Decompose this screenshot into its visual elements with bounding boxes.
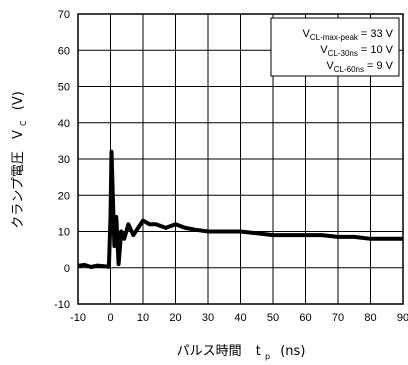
x-tick-label: 60 [299, 312, 311, 324]
y-tick-label: 50 [58, 82, 70, 94]
annotation-value: = 9 V [367, 60, 394, 72]
y-tick-labels: -10 0 10 20 30 40 50 60 70 [54, 9, 70, 311]
x-tick-label: 10 [137, 312, 149, 324]
annotation-value: = 33 V [361, 28, 394, 40]
y-axis-title-var: V [11, 130, 26, 139]
x-tick-label: 80 [364, 312, 376, 324]
x-axis-title-unit: (ns) [280, 344, 305, 359]
annotation-sub: CL-60ns [334, 65, 364, 74]
annotation-line: VCL-30ns = 10 V [320, 44, 393, 58]
x-tick-label: 90 [397, 312, 408, 324]
y-axis-title: クランプ電圧 V C (V) [11, 91, 30, 229]
plot-frame [77, 13, 404, 305]
y-axis-title-sub: C [19, 120, 28, 126]
x-tick-label: -10 [70, 312, 86, 324]
x-tick-label: 30 [202, 312, 214, 324]
x-axis-title: パルス時間 t p (ns) [177, 344, 306, 363]
annotation-var: V [320, 44, 328, 56]
y-tick-label: 30 [58, 154, 70, 166]
y-tick-label: 10 [58, 227, 70, 239]
x-tick-label: 0 [107, 312, 113, 324]
x-tick-label: 70 [332, 312, 344, 324]
x-tick-labels: -10 0 10 20 30 40 50 60 70 80 90 [70, 312, 408, 324]
plot-series [77, 149, 403, 269]
y-tick-label: 70 [58, 9, 70, 21]
x-axis-title-var: t [256, 344, 261, 359]
annotation-line: VCL-60ns = 9 V [326, 60, 393, 74]
y-tick-label: 0 [64, 263, 70, 275]
y-tick-label: 20 [58, 190, 70, 202]
y-tick-label: 60 [58, 45, 70, 57]
annotation-value: = 10 V [361, 44, 394, 56]
annotation-line: VCL-max-peak = 33 V [303, 28, 394, 42]
grid-lines [77, 13, 404, 305]
y-tick-label: -10 [54, 299, 70, 311]
annotation-var: V [326, 60, 334, 72]
x-tick-label: 40 [234, 312, 246, 324]
x-tick-label: 50 [267, 312, 279, 324]
y-axis-title-unit: (V) [11, 91, 26, 110]
x-axis-title-text: パルス時間 [177, 344, 242, 359]
y-tick-label: 40 [58, 118, 70, 130]
x-tick-label: 20 [169, 312, 181, 324]
annotation-var: V [303, 28, 311, 40]
annotation-box-frame [270, 17, 400, 77]
annotation-sub: CL-max-peak [310, 33, 359, 42]
series-line [77, 149, 403, 269]
x-axis-title-sub: p [265, 352, 270, 361]
y-axis-title-text: クランプ電圧 [11, 151, 26, 229]
annotation-sub: CL-30ns [328, 49, 358, 58]
